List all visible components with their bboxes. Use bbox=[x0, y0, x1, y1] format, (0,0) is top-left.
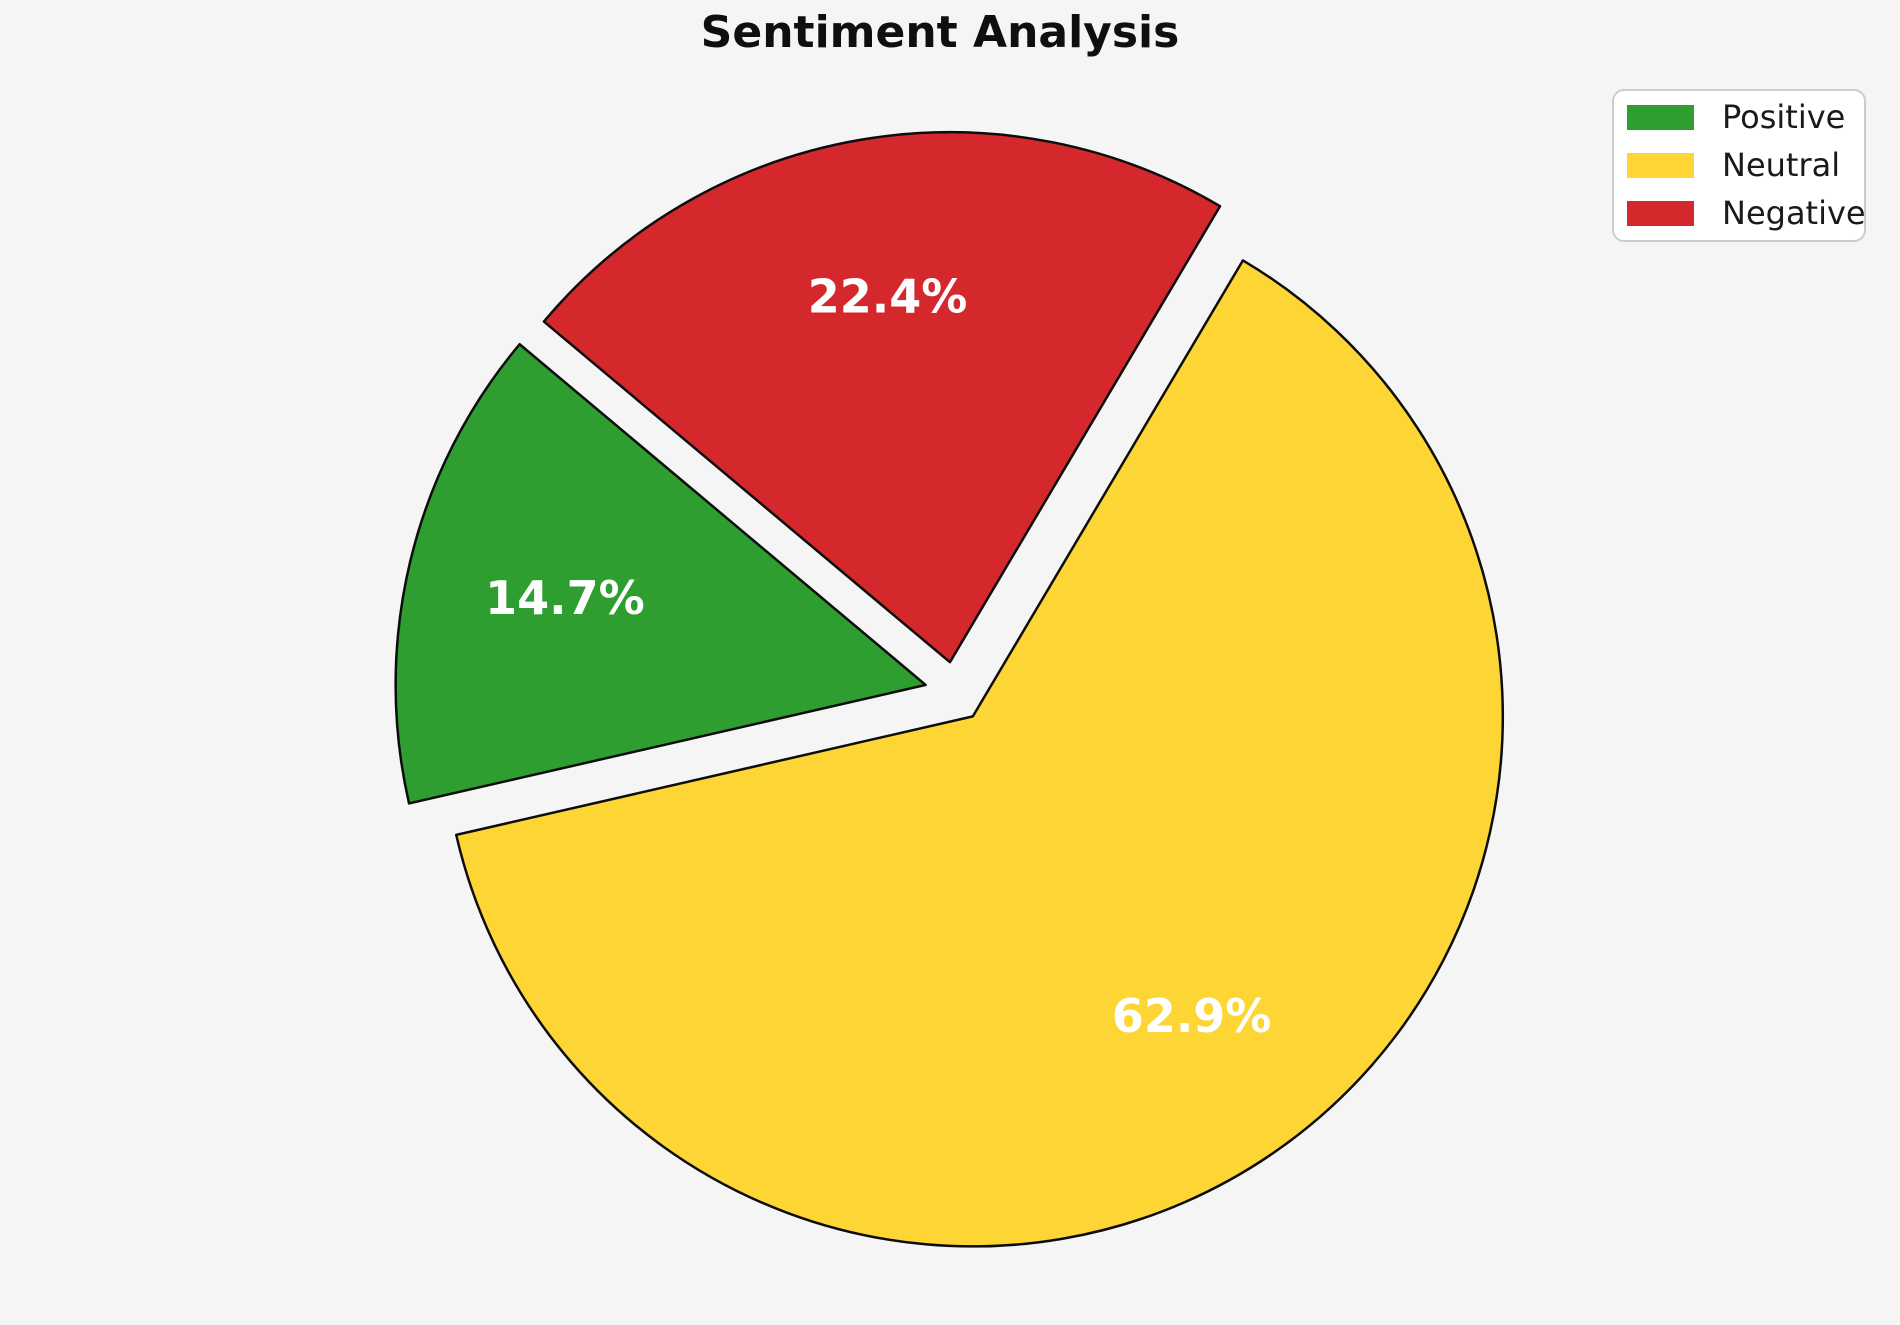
pie-slice-neutral bbox=[454, 259, 1505, 1248]
legend-item-negative: Negative bbox=[1614, 189, 1866, 237]
pie-slice-positive bbox=[394, 343, 927, 805]
legend-item-positive: Positive bbox=[1614, 93, 1864, 141]
chart-title: Sentiment Analysis bbox=[700, 7, 1180, 58]
legend-label-negative: Negative bbox=[1722, 194, 1866, 232]
legend-label-neutral: Neutral bbox=[1722, 146, 1841, 184]
pct-label-neutral: 62.9% bbox=[1112, 989, 1272, 1043]
pie-slice-negative bbox=[542, 130, 1222, 664]
pct-label-positive: 14.7% bbox=[485, 571, 645, 625]
legend-swatch-positive bbox=[1627, 104, 1694, 130]
legend-swatch-neutral bbox=[1627, 152, 1694, 178]
legend-label-positive: Positive bbox=[1722, 98, 1846, 136]
legend: Positive Neutral Negative bbox=[1612, 89, 1866, 242]
pct-label-negative: 22.4% bbox=[808, 270, 968, 324]
legend-item-neutral: Neutral bbox=[1614, 141, 1864, 189]
legend-swatch-negative bbox=[1627, 200, 1694, 226]
